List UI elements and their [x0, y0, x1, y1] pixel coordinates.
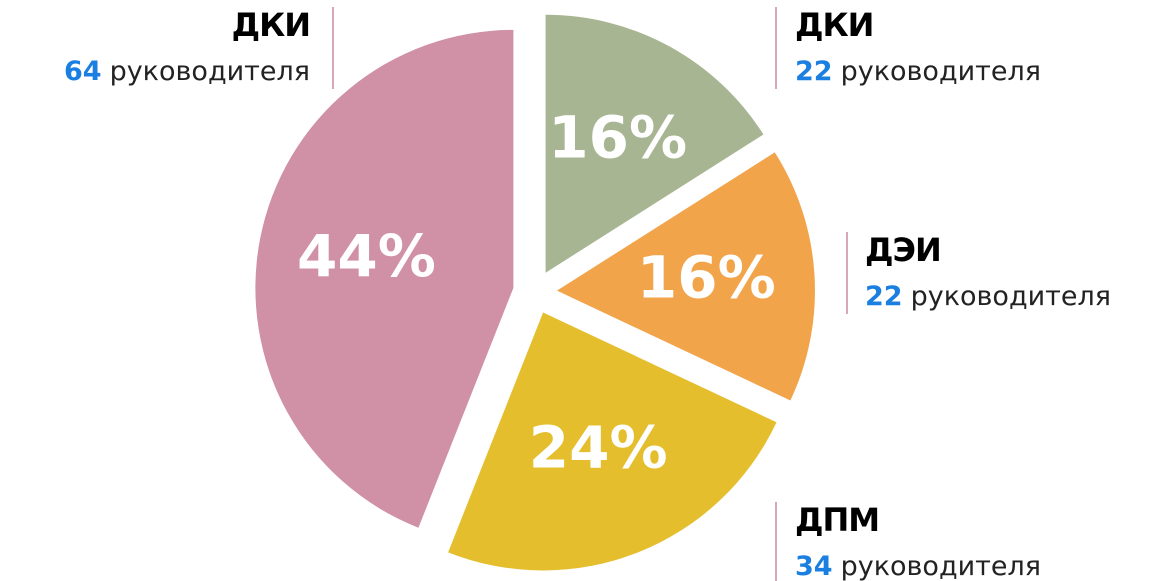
legend-count: 64 руководителя	[64, 56, 310, 87]
legend-category: ДПМ	[795, 501, 879, 539]
pie-slice	[448, 312, 777, 571]
count-unit: руководителя	[110, 56, 310, 87]
count-value: 22	[795, 56, 833, 87]
legend-category: ДЭИ	[865, 231, 941, 269]
legend-count: 34 руководителя	[795, 551, 1041, 581]
count-value: 34	[795, 551, 833, 581]
count-unit: руководителя	[841, 56, 1041, 87]
legend-count: 22 руководителя	[795, 56, 1041, 87]
count-unit: руководителя	[841, 551, 1041, 581]
count-value: 22	[865, 281, 903, 312]
legend-category: ДКИ	[232, 6, 310, 44]
slice-label: 16%	[548, 104, 687, 172]
count-value: 64	[64, 56, 102, 87]
pie-slice	[556, 152, 815, 401]
legend-category: ДКИ	[795, 6, 873, 44]
slice-label: 44%	[297, 222, 436, 290]
pie-slice	[545, 14, 764, 273]
pie-slice	[255, 29, 514, 528]
slice-label: 24%	[529, 414, 668, 482]
slice-label: 16%	[637, 243, 776, 311]
legend-count: 22 руководителя	[865, 281, 1111, 312]
count-unit: руководителя	[911, 281, 1111, 312]
